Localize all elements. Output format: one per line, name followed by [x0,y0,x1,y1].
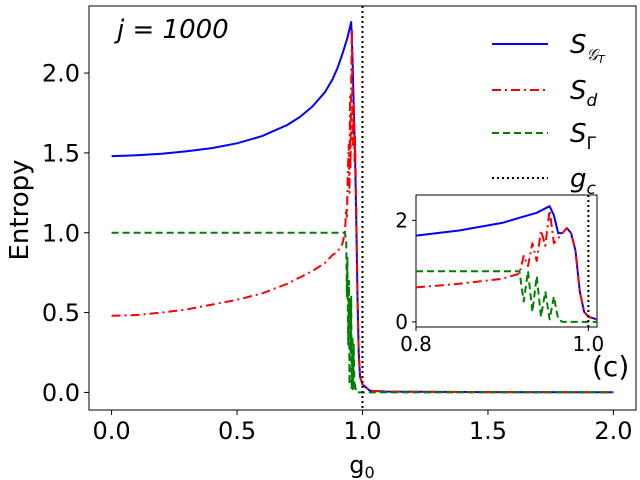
inset-series-s-gamma [416,270,597,323]
main-series-s-d [111,27,614,394]
panel-label: (c) [592,350,629,383]
main-ytick-label: 1.0 [42,219,80,247]
main-xtick-label: 1.0 [343,417,381,445]
main-xtick-label: 0.5 [218,417,256,445]
inset-ytick-label: 2 [395,209,408,233]
main-xtick-label: 1.5 [469,417,507,445]
x-axis-label-sub: 0 [365,463,375,480]
inset-series-s-d [416,209,597,321]
y-axis-label: Entropy [5,159,35,260]
inset-ytick-label: 0 [395,310,408,334]
x-axis-label-main: g [349,451,364,479]
main-xtick-label: 0.0 [92,417,130,445]
main-series [111,6,614,410]
inset-series [416,195,597,327]
x-axis-label: g0 [349,451,374,480]
inset-ticks: 0.8 1.0 0 2 [395,209,604,356]
main-series-s-gamma [111,231,614,394]
main-ytick-label: 0.0 [42,379,80,407]
main-ytick-label: 0.5 [42,299,80,327]
inset-plot-frame [415,194,598,328]
main-ytick-label: 2.0 [42,60,80,88]
main-ytick-label: 1.5 [42,140,80,168]
inset-xtick-label: 1.0 [572,332,604,356]
inset-xtick-label: 0.8 [400,332,432,356]
main-ticks: 0.0 0.5 1.0 1.5 2.0 0.0 0.5 1.0 1.5 2.0 [42,60,633,445]
j-annotation: j = 1000 [114,15,229,45]
main-xtick-label: 2.0 [594,417,632,445]
